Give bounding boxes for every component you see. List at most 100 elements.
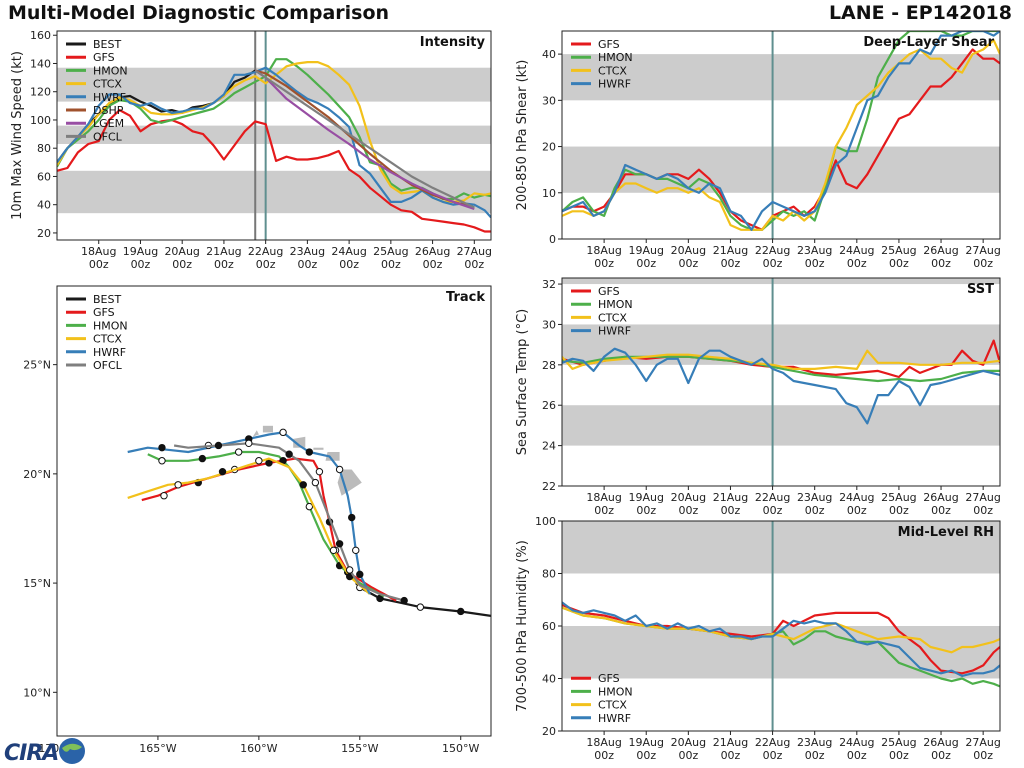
series-gfs <box>57 109 491 233</box>
legend-label-gfs: GFS <box>598 672 620 685</box>
x-tick-label: 24Aug <box>839 491 874 504</box>
track-point-hmon <box>305 502 314 511</box>
y-tick-label: 30 <box>542 94 556 107</box>
x-tick-label: 00z <box>931 257 951 270</box>
x-tick-label: 00z <box>678 749 698 762</box>
series-gfs <box>562 339 1000 379</box>
x-tick-label: 00z <box>973 749 993 762</box>
track-point-ctcx <box>299 481 307 489</box>
band-1 <box>57 125 491 144</box>
legend-label-lgem: LGEM <box>93 117 124 130</box>
x-tick-label: 18Aug <box>586 736 621 749</box>
land-icon <box>62 743 82 752</box>
track-point-ctcx <box>329 546 338 555</box>
x-tick-label: 21Aug <box>713 244 748 257</box>
track-point-ofcl <box>245 439 253 447</box>
track-point-ofcl <box>311 478 320 487</box>
x-tick-label: 00z <box>931 504 951 517</box>
legend-label-ctcx: CTCX <box>93 333 122 346</box>
island-0 <box>337 469 362 496</box>
x-tick-label: 26Aug <box>923 244 958 257</box>
panel-intensity: Intensity 20 40 60 80 100 120 140 160 10m Max Win… <box>10 29 492 271</box>
x-tick-label: 21Aug <box>206 245 241 258</box>
y-tick-label: 22 <box>542 480 556 493</box>
y-tick-label: 80 <box>37 142 51 155</box>
legend-label-hwrf: HWRF <box>93 346 126 359</box>
x-tick-label: 00z <box>594 504 614 517</box>
track-point-hwrf <box>158 443 166 452</box>
x-tick-label: 18Aug <box>81 245 116 258</box>
panel-sst: SST 22 24 26 28 30 32 Sea Surface Temp (°C) 18Au… <box>515 277 1001 517</box>
x-tick-label: 00z <box>889 257 909 270</box>
island-1 <box>325 452 340 461</box>
panel-rh: Mid-Level RH 20 40 60 80 100 700-500 hPa Humid… <box>515 515 1001 762</box>
series-hwrf <box>562 601 1000 677</box>
chart-title: Intensity <box>420 35 486 50</box>
x-tick-label: 00z <box>131 258 151 271</box>
y-tick-label: 100 <box>535 515 556 528</box>
y-tick-label: 40 <box>542 48 556 61</box>
track-point-ofcl <box>335 540 344 548</box>
legend-label-hmon: HMON <box>598 51 633 64</box>
x-tick-label: 00z <box>297 258 317 271</box>
x-tick-label: 165°W <box>139 742 176 755</box>
x-tick-label: 00z <box>973 257 993 270</box>
track-point-gfs <box>160 492 168 500</box>
y-axis-label: 700-500 hPa Humidity (%) <box>515 540 530 712</box>
chart-title: Deep-Layer Shear <box>863 35 994 50</box>
x-tick-label: 00z <box>721 749 741 762</box>
x-tick-label: 22Aug <box>755 244 790 257</box>
x-tick-label: 00z <box>721 504 741 517</box>
x-tick-label: 00z <box>847 504 867 517</box>
series-lgem <box>254 69 475 210</box>
x-tick-label: 19Aug <box>628 244 663 257</box>
series-hwrf <box>127 431 371 595</box>
y-tick-label: 10°N <box>23 686 51 699</box>
track-point-ctcx <box>174 481 182 489</box>
x-tick-label: 160°W <box>240 742 277 755</box>
band-2 <box>562 278 1000 285</box>
track-point-ofcl <box>214 441 223 450</box>
track-point-hmon <box>198 454 207 463</box>
x-tick-label: 19Aug <box>628 491 663 504</box>
x-tick-label: 00z <box>805 749 825 762</box>
track-point-hwrf <box>348 513 356 522</box>
y-tick-label: 40 <box>37 199 51 212</box>
track-point-hwrf <box>305 448 314 456</box>
track-point-gfs <box>315 467 324 476</box>
y-tick-label: 32 <box>542 278 556 291</box>
legend-label-hwrf: HWRF <box>598 325 631 338</box>
legend-label-ofcl: OFCL <box>93 130 123 143</box>
chart-title: Track <box>446 290 485 305</box>
track-point-best <box>416 603 425 611</box>
series-ctcx <box>562 39 1000 231</box>
y-tick-label: 25°N <box>23 359 51 372</box>
x-tick-label: 00z <box>763 257 783 270</box>
x-tick-label: 00z <box>721 257 741 270</box>
y-tick-label: 40 <box>542 673 556 686</box>
x-tick-label: 24Aug <box>839 244 874 257</box>
y-tick-label: 100 <box>30 114 51 127</box>
plot-frame <box>561 30 1001 240</box>
y-tick-label: 15°N <box>23 577 51 590</box>
x-tick-label: 00z <box>89 258 109 271</box>
x-tick-label: 00z <box>678 504 698 517</box>
y-tick-label: 26 <box>542 399 556 412</box>
cira-logo: CIRA <box>4 738 85 766</box>
x-tick-label: 20Aug <box>671 736 706 749</box>
track-point-ctcx <box>255 457 263 465</box>
legend-label-gfs: GFS <box>598 285 620 298</box>
band-1 <box>562 521 1000 574</box>
x-tick-label: 00z <box>847 749 867 762</box>
y-tick-label: 160 <box>30 29 51 42</box>
y-tick-label: 30 <box>542 318 556 331</box>
x-tick-label: 00z <box>889 749 909 762</box>
track-point-hwrf <box>356 570 364 579</box>
track-point-hwrf <box>352 546 360 555</box>
logo-text: CIRA <box>4 741 58 766</box>
x-tick-label: 00z <box>678 257 698 270</box>
y-tick-label: 20°N <box>23 468 51 481</box>
track-point-hmon <box>158 457 166 465</box>
